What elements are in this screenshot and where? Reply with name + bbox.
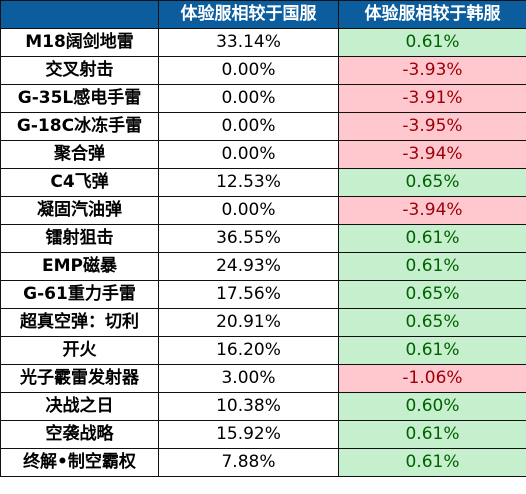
table-row: 凝固汽油弹 0.00% -3.94% (0, 196, 526, 225)
row-vs-cn-cell: 24.93% (158, 252, 339, 281)
row-name-cell: 凝固汽油弹 (0, 196, 159, 225)
row-vs-kr-cell: 0.61% (338, 448, 526, 477)
row-vs-cn-cell: 0.00% (158, 196, 339, 225)
row-name-cell: 决战之日 (0, 392, 159, 421)
header-vs-kr-server: 体验服相较于韩服 (338, 0, 526, 29)
table-row: C4飞弹 12.53% 0.65% (0, 168, 526, 197)
row-name-cell: 空袭战略 (0, 420, 159, 449)
row-name-cell: G-18C冰冻手雷 (0, 112, 159, 141)
table-row: 终解•制空霸权 7.88% 0.61% (0, 448, 526, 477)
row-vs-cn-cell: 16.20% (158, 336, 339, 365)
table-row: 聚合弹 0.00% -3.94% (0, 140, 526, 169)
row-vs-kr-cell: 0.61% (338, 336, 526, 365)
row-name-cell: G-35L感电手雷 (0, 84, 159, 113)
table-body: M18阔剑地雷 33.14% 0.61% 交叉射击 0.00% -3.93% G… (0, 28, 526, 477)
row-vs-cn-cell: 7.88% (158, 448, 339, 477)
row-name-cell: 交叉射击 (0, 56, 159, 85)
row-vs-kr-cell: 0.65% (338, 308, 526, 337)
header-row: 体验服相较于国服 体验服相较于韩服 (0, 0, 526, 29)
table-row: G-35L感电手雷 0.00% -3.91% (0, 84, 526, 113)
row-vs-kr-cell: 0.61% (338, 252, 526, 281)
row-vs-cn-cell: 3.00% (158, 364, 339, 393)
row-vs-kr-cell: -1.06% (338, 364, 526, 393)
table-row: G-61重力手雷 17.56% 0.65% (0, 280, 526, 309)
table-header: 体验服相较于国服 体验服相较于韩服 (0, 0, 526, 29)
row-vs-kr-cell: 0.61% (338, 420, 526, 449)
row-name-cell: EMP磁暴 (0, 252, 159, 281)
row-vs-kr-cell: 0.65% (338, 168, 526, 197)
table-row: M18阔剑地雷 33.14% 0.61% (0, 28, 526, 57)
table-row: G-18C冰冻手雷 0.00% -3.95% (0, 112, 526, 141)
row-vs-cn-cell: 20.91% (158, 308, 339, 337)
row-vs-kr-cell: 0.60% (338, 392, 526, 421)
table-row: 超真空弹：切利 20.91% 0.65% (0, 308, 526, 337)
table-row: 开火 16.20% 0.61% (0, 336, 526, 365)
row-vs-kr-cell: -3.91% (338, 84, 526, 113)
row-vs-kr-cell: -3.95% (338, 112, 526, 141)
comparison-table: 体验服相较于国服 体验服相较于韩服 M18阔剑地雷 33.14% 0.61% 交… (0, 0, 526, 477)
row-vs-cn-cell: 12.53% (158, 168, 339, 197)
table-row: 决战之日 10.38% 0.60% (0, 392, 526, 421)
row-name-cell: 聚合弹 (0, 140, 159, 169)
row-vs-cn-cell: 0.00% (158, 140, 339, 169)
table-row: 交叉射击 0.00% -3.93% (0, 56, 526, 85)
row-vs-kr-cell: 0.61% (338, 28, 526, 57)
table-row: 空袭战略 15.92% 0.61% (0, 420, 526, 449)
row-vs-cn-cell: 10.38% (158, 392, 339, 421)
row-vs-cn-cell: 36.55% (158, 224, 339, 253)
row-vs-cn-cell: 0.00% (158, 56, 339, 85)
row-name-cell: 光子霰雷发射器 (0, 364, 159, 393)
header-corner-cell (0, 0, 159, 29)
row-name-cell: 开火 (0, 336, 159, 365)
row-vs-kr-cell: 0.65% (338, 280, 526, 309)
table-row: 镭射狙击 36.55% 0.61% (0, 224, 526, 253)
row-name-cell: 超真空弹：切利 (0, 308, 159, 337)
row-vs-kr-cell: -3.93% (338, 56, 526, 85)
row-vs-cn-cell: 17.56% (158, 280, 339, 309)
row-vs-cn-cell: 33.14% (158, 28, 339, 57)
row-vs-cn-cell: 15.92% (158, 420, 339, 449)
row-vs-cn-cell: 0.00% (158, 84, 339, 113)
row-name-cell: 镭射狙击 (0, 224, 159, 253)
row-vs-kr-cell: -3.94% (338, 196, 526, 225)
row-name-cell: M18阔剑地雷 (0, 28, 159, 57)
row-vs-kr-cell: -3.94% (338, 140, 526, 169)
table-row: EMP磁暴 24.93% 0.61% (0, 252, 526, 281)
row-name-cell: C4飞弹 (0, 168, 159, 197)
row-vs-kr-cell: 0.61% (338, 224, 526, 253)
row-name-cell: G-61重力手雷 (0, 280, 159, 309)
table-row: 光子霰雷发射器 3.00% -1.06% (0, 364, 526, 393)
header-vs-cn-server: 体验服相较于国服 (158, 0, 339, 29)
row-name-cell: 终解•制空霸权 (0, 448, 159, 477)
row-vs-cn-cell: 0.00% (158, 112, 339, 141)
